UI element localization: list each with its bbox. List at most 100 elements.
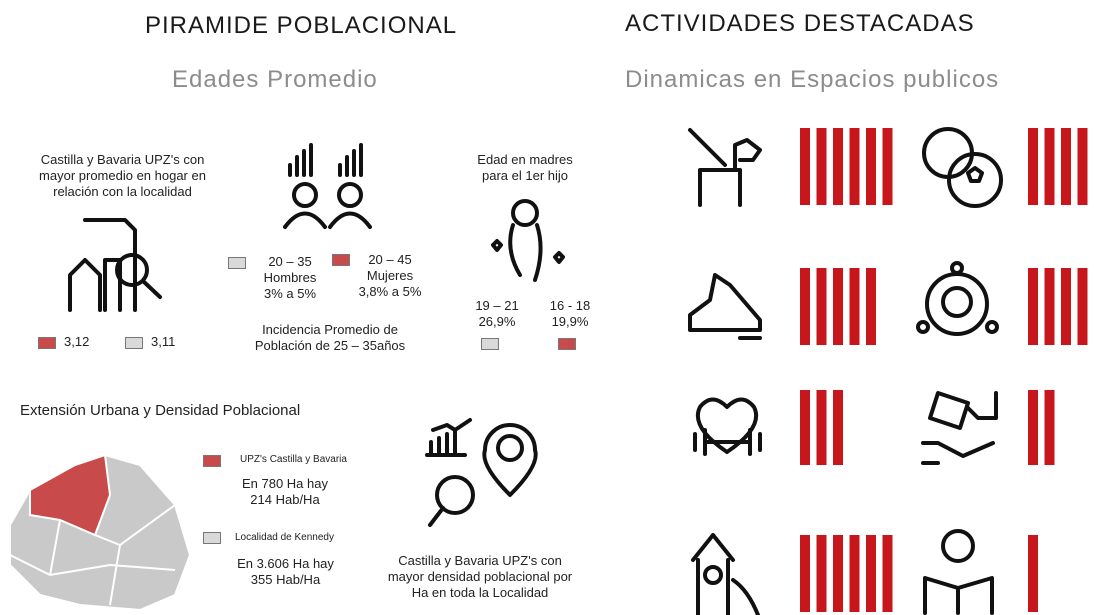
tally-bar: [800, 535, 810, 612]
legend-text: En 780 Ha hay 214 Hab/Ha: [235, 476, 335, 508]
tally-bar: [849, 535, 860, 612]
legend-label: 3,12: [64, 334, 90, 349]
mother-icon: [491, 199, 565, 282]
map: [9, 453, 192, 612]
tally-bar: [1028, 128, 1038, 205]
value: 26,9%: [478, 314, 516, 329]
tally-bar: [800, 390, 810, 465]
legend-swatch: [228, 257, 246, 269]
tally: [1028, 128, 1088, 205]
text-line: para el 1er hijo: [482, 168, 568, 183]
label: Mujeres: [366, 268, 414, 283]
text-line: Castilla y Bavaria UPZ's con: [40, 152, 205, 167]
balls-icon: [922, 127, 1003, 208]
density-title: Extensión Urbana y Densidad Poblacional: [20, 402, 301, 419]
tally-bar: [849, 128, 860, 205]
community-icon: [916, 261, 999, 336]
tally-bar: [1044, 128, 1055, 205]
gender-item: 20 – 35 Hombres 3% a 5%: [255, 254, 325, 302]
value: 3,8% a 5%: [358, 284, 422, 299]
legend-swatch: [558, 338, 576, 350]
tally: [800, 390, 843, 465]
text-line: Población de 25 – 35años: [254, 338, 406, 353]
legend-text: En 3.606 Ha hay 355 Hab/Ha: [228, 556, 343, 588]
tally-bar: [866, 128, 876, 205]
text-line: Edad en madres: [477, 152, 573, 167]
tally: [800, 128, 893, 205]
tally-bar: [866, 535, 876, 612]
mothers-title: Edad en madres para el 1er hijo: [460, 152, 590, 184]
tally-bar: [1028, 268, 1038, 345]
legend-label: UPZ's Castilla y Bavaria: [240, 454, 347, 465]
tally-bar: [1044, 390, 1055, 465]
tally: [1028, 390, 1055, 465]
section-title: ACTIVIDADES DESTACADAS: [625, 10, 975, 37]
tally-bar: [833, 128, 843, 205]
tally-bar: [1077, 268, 1088, 345]
tally-bar: [833, 535, 843, 612]
tally-bar: [882, 535, 893, 612]
legend-swatch: [332, 254, 350, 266]
text-line: Ha en toda la Localidad: [411, 585, 549, 600]
section-title: PIRAMIDE POBLACIONAL: [145, 12, 458, 39]
shoe-icon: [688, 273, 762, 340]
text-line: En 3.606 Ha hay: [237, 556, 334, 571]
value: 19,9%: [551, 314, 589, 329]
text-line: mayor densidad poblacional por: [387, 569, 573, 584]
range: 20 – 35: [268, 254, 312, 269]
gender-caption: Incidencia Promedio de Población de 25 –…: [230, 322, 430, 354]
tally: [1028, 535, 1038, 612]
legend-swatch: [38, 337, 56, 349]
range: 20 – 45: [368, 252, 412, 267]
tally-bar: [1028, 390, 1038, 465]
tally-bar: [1061, 128, 1071, 205]
heart-dumbbell-icon: [693, 397, 762, 456]
section-subtitle: Edades Promedio: [172, 66, 378, 93]
tally-bar: [866, 268, 876, 345]
tally-bar: [800, 268, 810, 345]
text-line: En 780 Ha hay: [241, 476, 328, 491]
tally: [800, 268, 876, 345]
legend-label: Localidad de Kennedy: [235, 532, 334, 543]
tally-bar: [882, 128, 893, 205]
text-line: Incidencia Promedio de: [262, 322, 398, 337]
legend-label: 3,11: [151, 334, 176, 349]
range: 16 - 18: [549, 298, 591, 313]
value: 3% a 5%: [263, 286, 317, 301]
mothers-item: 19 – 21 26,9%: [462, 298, 532, 330]
location-icon: [425, 418, 538, 527]
legend-swatch: [125, 337, 143, 349]
tally-bar: [816, 128, 827, 205]
density-caption: Castilla y Bavaria UPZ's con mayor densi…: [370, 553, 590, 601]
tally-bar: [833, 268, 843, 345]
text-line: relación con la localidad: [53, 184, 192, 199]
text-line: mayor promedio en hogar en: [39, 168, 206, 183]
tally-bar: [800, 128, 810, 205]
house-search-icon: [68, 218, 162, 312]
tally-bar: [1044, 268, 1055, 345]
gender-item: 20 – 45 Mujeres 3,8% a 5%: [350, 252, 430, 300]
tally-bar: [1028, 535, 1038, 612]
tally-bar: [816, 535, 827, 612]
tally-bar: [849, 268, 860, 345]
text-line: Castilla y Bavaria UPZ's con: [398, 553, 562, 568]
tally: [800, 535, 893, 612]
tally: [1028, 268, 1088, 345]
tally-bar: [1061, 268, 1071, 345]
legend-swatch: [481, 338, 499, 350]
tally-bar: [816, 390, 827, 465]
tally-bar: [833, 390, 843, 465]
tally-bar: [816, 268, 827, 345]
label: Hombres: [263, 270, 317, 285]
reading-icon: [923, 529, 994, 615]
dog-icon: [688, 128, 762, 207]
playground-icon: [691, 533, 760, 615]
text-line: 214 Hab/Ha: [250, 492, 320, 507]
text-line: 355 Hab/Ha: [250, 572, 321, 587]
range: 19 – 21: [475, 298, 519, 313]
section-subtitle: Dinamicas en Espacios publicos: [625, 66, 1000, 93]
tally-bar: [1077, 128, 1088, 205]
exchange-icon: [921, 391, 998, 465]
